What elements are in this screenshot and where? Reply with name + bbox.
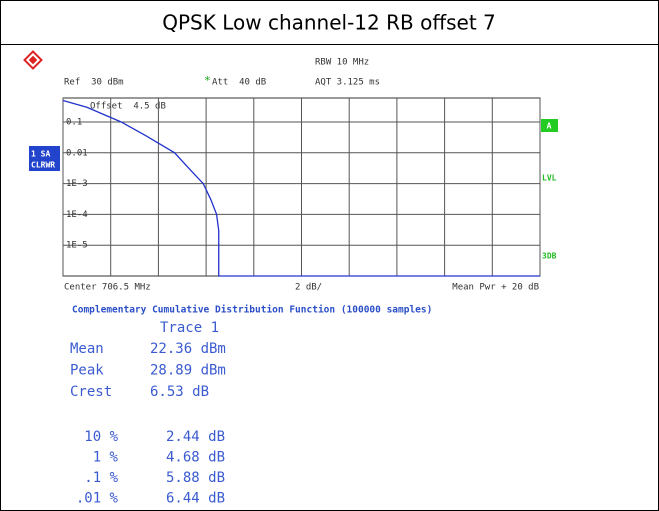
- att-marker: *: [204, 74, 211, 87]
- percentile: .1 %: [84, 470, 118, 486]
- percentile-value: 2.44 dB: [166, 429, 225, 445]
- aqt: AQT 3.125 ms: [315, 78, 380, 88]
- y-tick-label: 0.01: [66, 148, 88, 158]
- results-title: Complementary Cumulative Distribution Fu…: [72, 305, 432, 316]
- att: Att 40 dB: [212, 78, 266, 88]
- percentile: .01 %: [76, 491, 119, 507]
- trace-box: [29, 146, 60, 171]
- marker: 3DB: [542, 252, 557, 261]
- trace-mode: CLRWR: [31, 161, 55, 170]
- y-tick-label: 0.1: [66, 117, 82, 127]
- marker: A: [547, 122, 552, 131]
- marker: LVL: [542, 174, 557, 183]
- percentile: 10 %: [84, 429, 118, 445]
- scale: 2 dB/: [295, 283, 322, 293]
- percentile: 1 %: [93, 450, 119, 466]
- y-tick-label: 1E-4: [66, 210, 88, 220]
- percentile-value: 5.88 dB: [166, 470, 225, 486]
- marker-box: [541, 119, 558, 132]
- trace-label: Trace 1: [160, 320, 219, 336]
- stat-value: 22.36 dBm: [150, 341, 226, 357]
- trace: [62, 99, 540, 277]
- y-tick-label: 1E-5: [66, 241, 88, 251]
- stat-value: 28.89 dBm: [150, 363, 226, 379]
- stat-value: 6.53 dB: [150, 384, 209, 400]
- logo: [23, 50, 43, 70]
- y-tick-label: 1E-3: [66, 179, 88, 189]
- stat-name: Peak: [70, 363, 104, 379]
- rbw: RBW 10 MHz: [315, 58, 369, 68]
- stat-name: Crest: [70, 384, 112, 400]
- ref: Ref 30 dBm: [64, 78, 124, 88]
- center: Center 706.5 MHz: [64, 283, 151, 293]
- percentile-value: 4.68 dB: [166, 450, 225, 466]
- title: QPSK Low channel-12 RB offset 7: [162, 11, 496, 35]
- span: Mean Pwr + 20 dB: [452, 283, 539, 293]
- offset: Offset 4.5 dB: [90, 102, 166, 112]
- percentile-value: 6.44 dB: [166, 491, 225, 507]
- trace-mode: 1 SA: [31, 150, 50, 159]
- stat-name: Mean: [70, 341, 104, 357]
